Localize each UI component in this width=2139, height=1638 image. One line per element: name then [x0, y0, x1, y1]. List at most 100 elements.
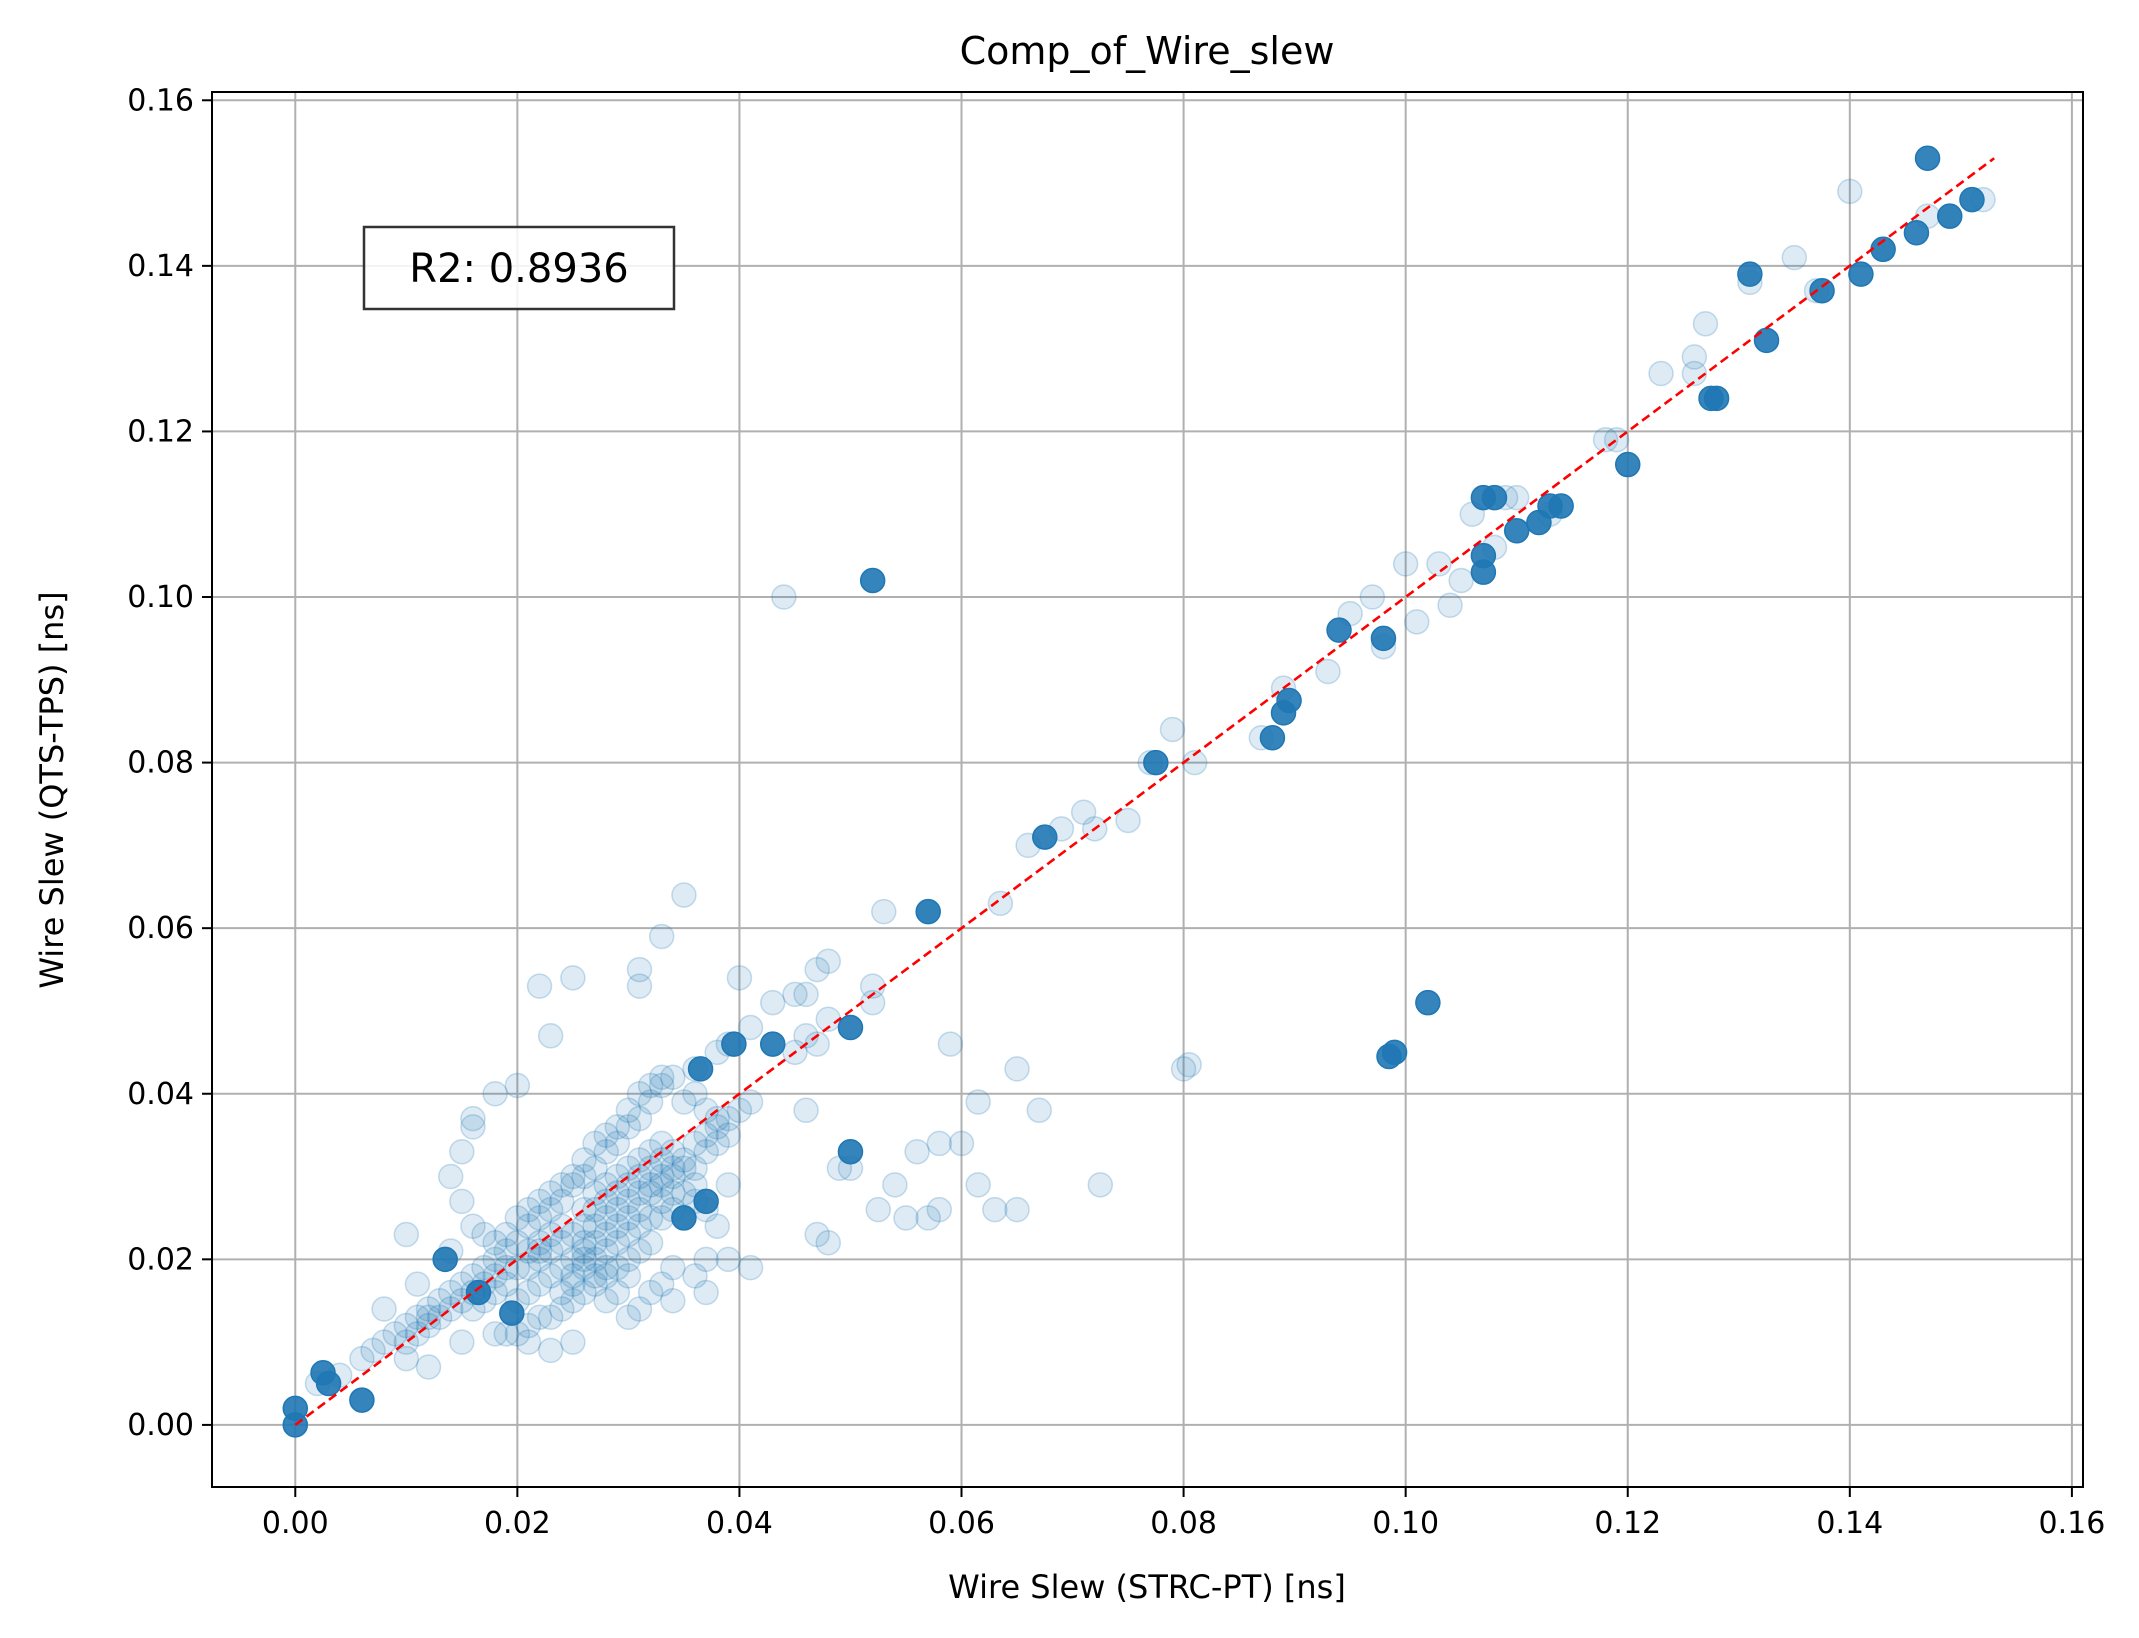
data-point [571, 1163, 597, 1190]
data-point [537, 1180, 564, 1206]
data-point [549, 1254, 575, 1281]
y-tick-label: 0.08 [127, 746, 194, 781]
data-point-highlighted [721, 1031, 747, 1057]
data-point-highlighted [465, 1279, 492, 1306]
data-point [504, 1072, 531, 1099]
data-point-highlighted [1698, 385, 1724, 412]
data-point [549, 1279, 575, 1306]
data-point [615, 1246, 642, 1273]
data-point [560, 1163, 586, 1190]
data-point [648, 1072, 675, 1099]
y-tick-label: 0.12 [127, 414, 194, 449]
data-point-highlighted [1848, 261, 1874, 287]
data-point-highlighted [837, 1014, 864, 1041]
data-point [671, 1147, 697, 1173]
data-point [560, 1263, 586, 1289]
data-point [449, 1329, 475, 1355]
data-point [704, 1114, 730, 1140]
data-point [1004, 1056, 1030, 1082]
data-point [560, 1246, 586, 1273]
data-point [593, 1238, 619, 1264]
data-point [604, 1114, 631, 1140]
data-point [937, 1031, 964, 1057]
y-tick-label: 0.06 [127, 911, 194, 946]
data-point [626, 1296, 653, 1322]
data-point [1315, 658, 1341, 685]
x-tick-label: 0.12 [1594, 1506, 1661, 1541]
data-point [393, 1312, 420, 1339]
data-point [1692, 311, 1719, 337]
data-point [460, 1213, 486, 1239]
data-point [571, 1254, 597, 1281]
data-point [737, 1014, 764, 1041]
data-point [537, 1221, 564, 1248]
data-point [626, 1180, 653, 1206]
data-point [660, 1287, 686, 1314]
data-point [404, 1271, 431, 1297]
x-axis-label: Wire Slew (STRC-PT) [ns] [948, 1568, 1346, 1606]
data-point [593, 1254, 619, 1281]
data-point [626, 1238, 653, 1264]
data-point [582, 1130, 608, 1157]
data-point [471, 1254, 497, 1281]
data-point [965, 1089, 991, 1115]
data-point-highlighted [349, 1387, 375, 1413]
data-point [682, 1081, 708, 1107]
data-point [648, 1064, 675, 1090]
data-point [549, 1296, 575, 1322]
data-point [537, 1238, 564, 1264]
data-point [604, 1254, 631, 1281]
data-point [493, 1271, 520, 1297]
data-point [615, 1205, 642, 1231]
data-point [637, 1230, 664, 1256]
data-point [593, 1188, 619, 1215]
data-point [415, 1304, 442, 1331]
data-point [560, 1287, 586, 1314]
x-tick-label: 0.06 [928, 1506, 995, 1541]
data-point [1392, 551, 1419, 577]
data-point [815, 948, 842, 975]
data-point [549, 1172, 575, 1198]
data-point [515, 1196, 542, 1223]
data-point-highlighted [1415, 989, 1441, 1016]
data-point [437, 1163, 464, 1190]
data-point [682, 1155, 708, 1182]
data-point-highlighted [1481, 484, 1508, 511]
data-point-highlighted [1737, 261, 1763, 287]
data-point [1837, 178, 1863, 205]
data-point [526, 1246, 553, 1273]
data-point [415, 1296, 442, 1322]
data-point [648, 923, 675, 950]
data-point [726, 965, 753, 991]
data-point [626, 1081, 653, 1107]
data-point [671, 1089, 697, 1115]
data-point [604, 1180, 631, 1206]
data-point [782, 981, 808, 1008]
data-point [926, 1196, 953, 1223]
data-point [759, 989, 786, 1016]
data-point [626, 1196, 653, 1223]
data-point [804, 956, 830, 983]
data-point [1359, 584, 1386, 610]
data-point-highlighted [1903, 219, 1930, 246]
data-point [1087, 1172, 1114, 1198]
data-point [526, 1188, 553, 1215]
y-tick-label: 0.02 [127, 1242, 194, 1277]
data-point [582, 1271, 608, 1297]
data-point [1437, 592, 1463, 619]
data-point [626, 1213, 653, 1239]
data-point [560, 1271, 586, 1297]
x-tick-label: 0.08 [1150, 1506, 1217, 1541]
data-point [582, 1155, 608, 1182]
data-point [593, 1172, 619, 1198]
data-point [637, 1205, 664, 1231]
x-tick-label: 0.00 [262, 1506, 329, 1541]
data-point [526, 1205, 553, 1231]
data-point [515, 1254, 542, 1281]
data-point [1448, 567, 1474, 594]
data-point [737, 1089, 764, 1115]
data-point-highlighted [915, 898, 941, 925]
data-point [648, 1188, 675, 1215]
data-point [582, 1246, 608, 1273]
